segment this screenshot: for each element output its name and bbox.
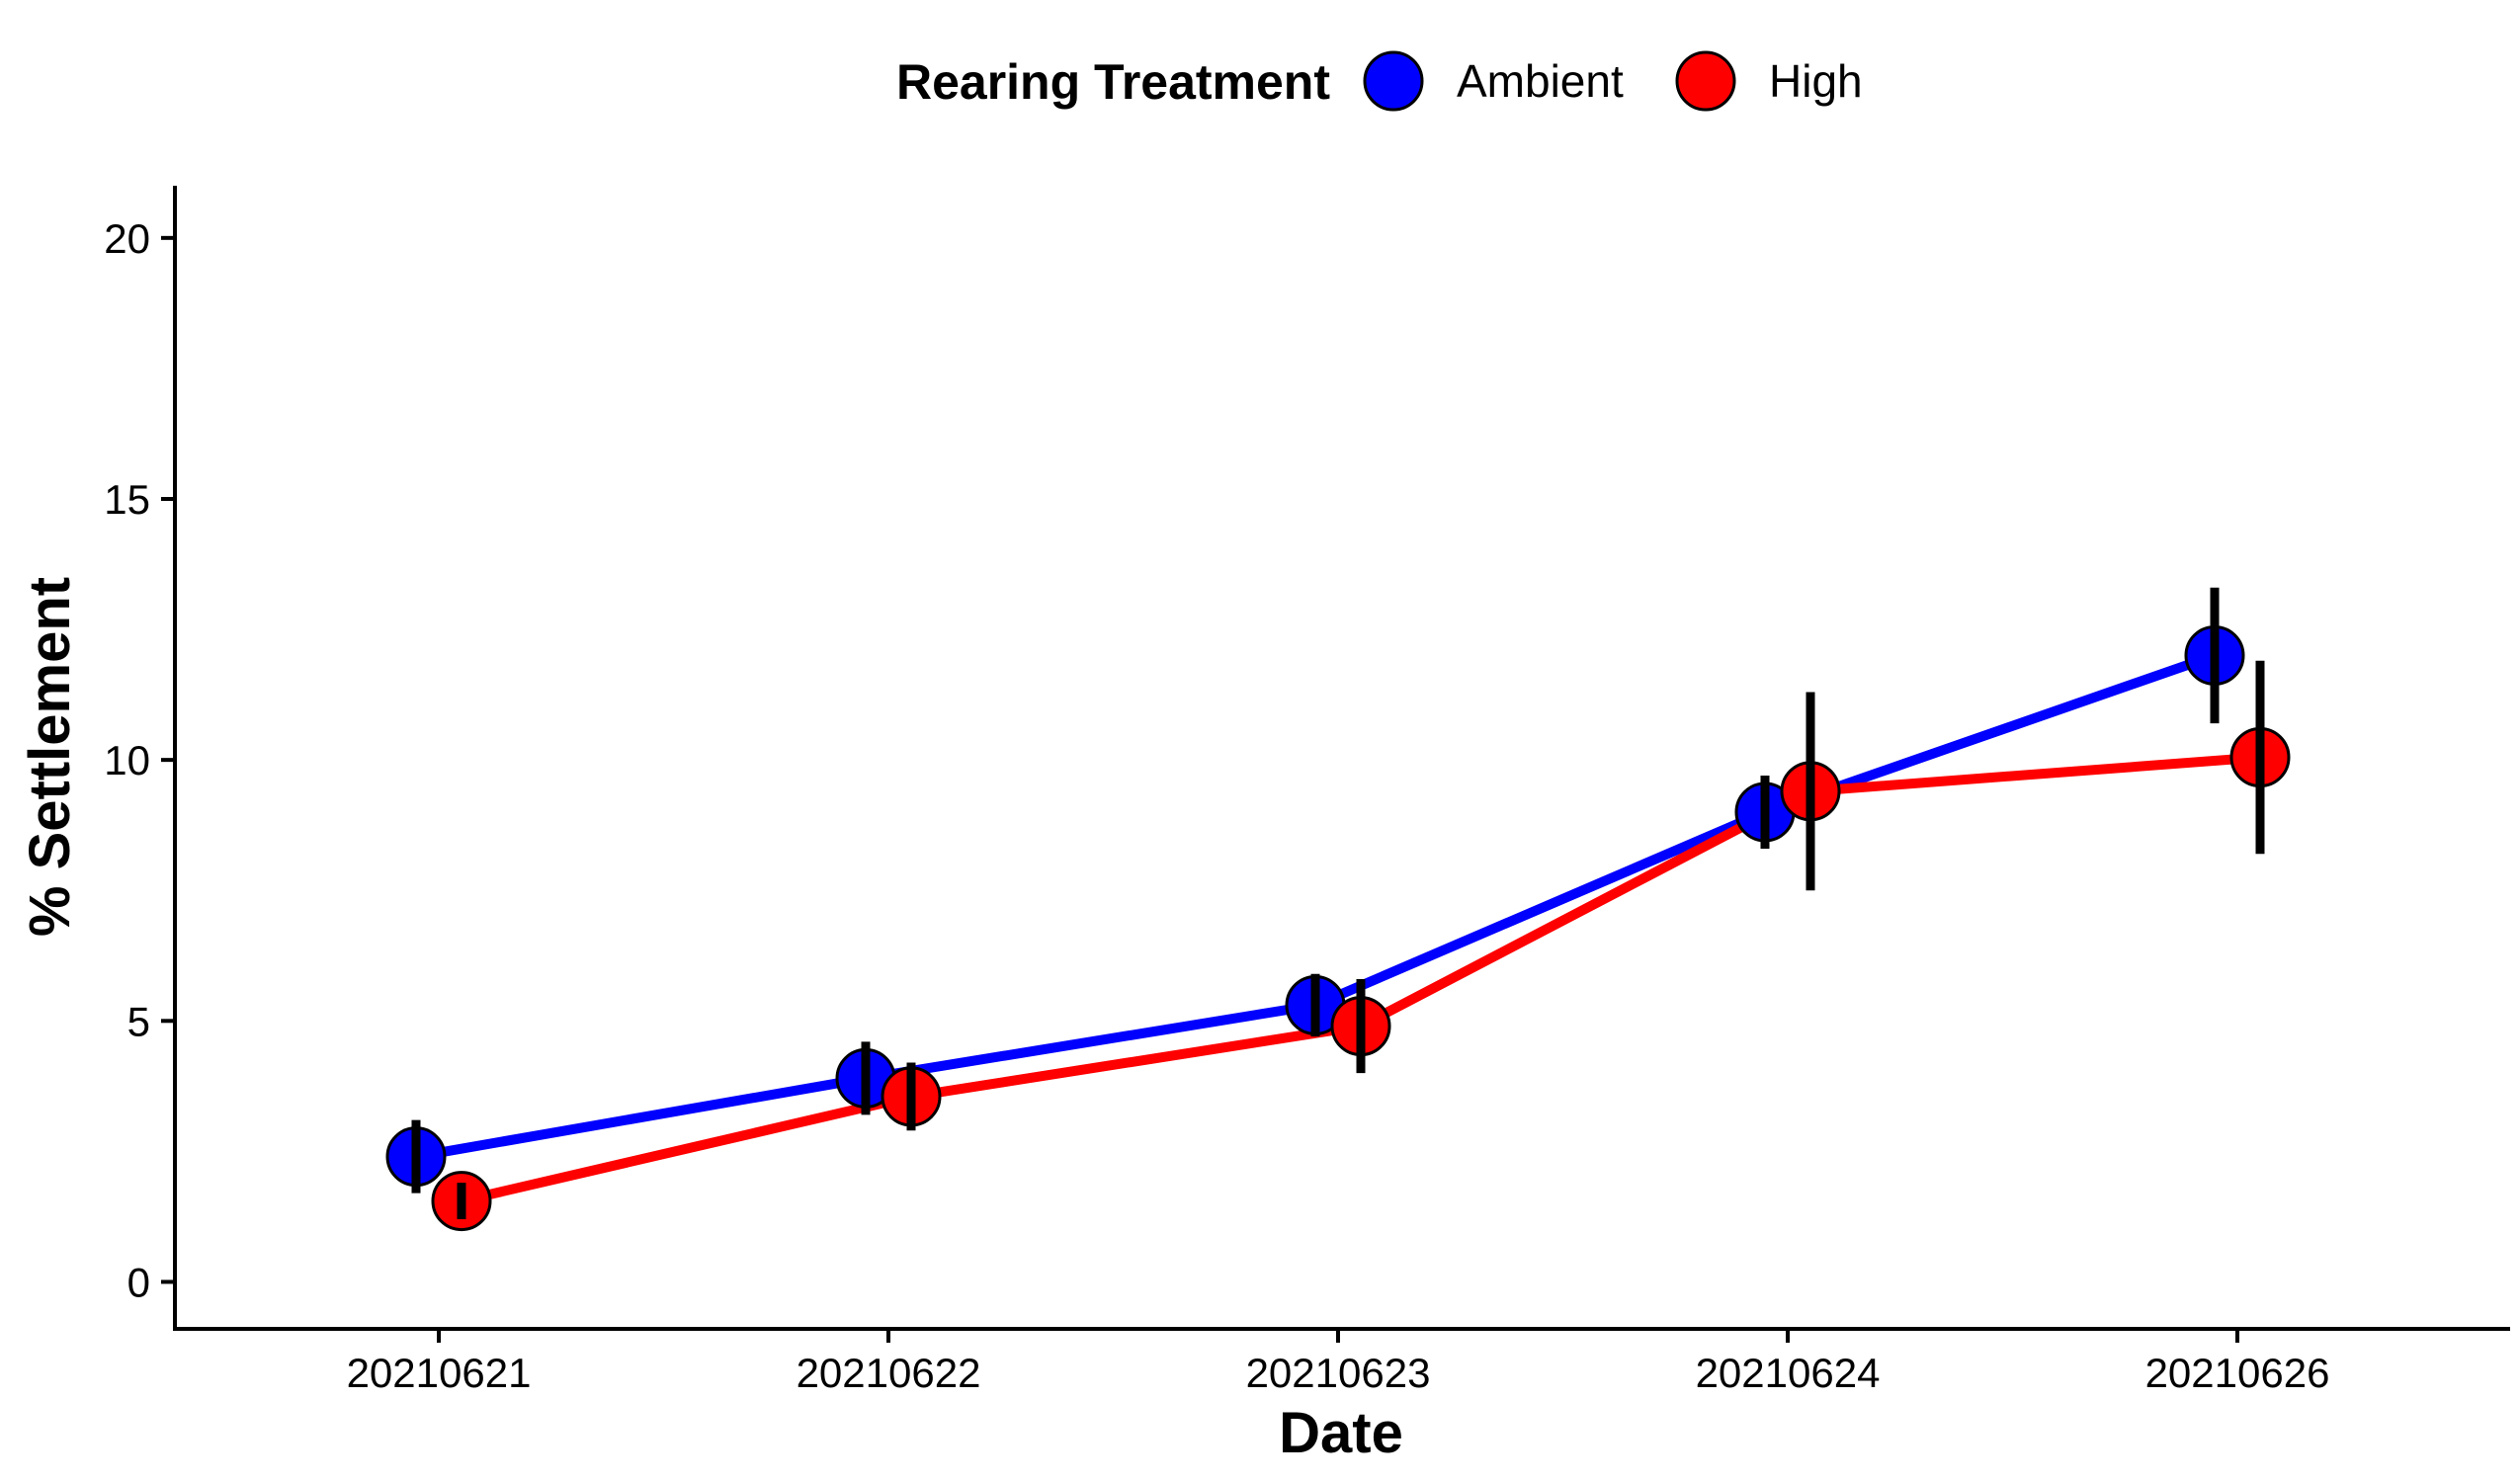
legend-label-ambient: Ambient: [1457, 55, 1624, 107]
x-tick-label: 20210626: [2145, 1350, 2330, 1396]
y-axis-ticks: 0 5 10 15 20: [104, 215, 175, 1305]
x-axis-title: Date: [1279, 1401, 1403, 1465]
plot-area: [385, 587, 2291, 1232]
x-tick-label: 20210622: [797, 1350, 981, 1396]
legend-label-high: High: [1769, 55, 1863, 107]
x-axis-ticks: 20210621 20210622 20210623 20210624 20210626: [347, 1329, 2330, 1396]
y-tick-label: 15: [104, 476, 150, 523]
legend-marker-ambient: [1363, 50, 1424, 112]
x-tick-label: 20210623: [1246, 1350, 1431, 1396]
y-tick-label: 0: [127, 1259, 150, 1305]
y-axis-title: % Settlement: [18, 577, 82, 937]
y-tick-label: 20: [104, 215, 150, 262]
legend: Rearing Treatment Ambient High: [896, 50, 1863, 112]
series-line-ambient: [415, 650, 2217, 1162]
x-tick-label: 20210624: [1696, 1350, 1881, 1396]
y-tick-label: 5: [127, 998, 150, 1044]
legend-title: Rearing Treatment: [896, 54, 1330, 110]
x-tick-label: 20210621: [347, 1350, 532, 1396]
y-tick-label: 10: [104, 737, 150, 783]
legend-marker-high: [1675, 50, 1736, 112]
